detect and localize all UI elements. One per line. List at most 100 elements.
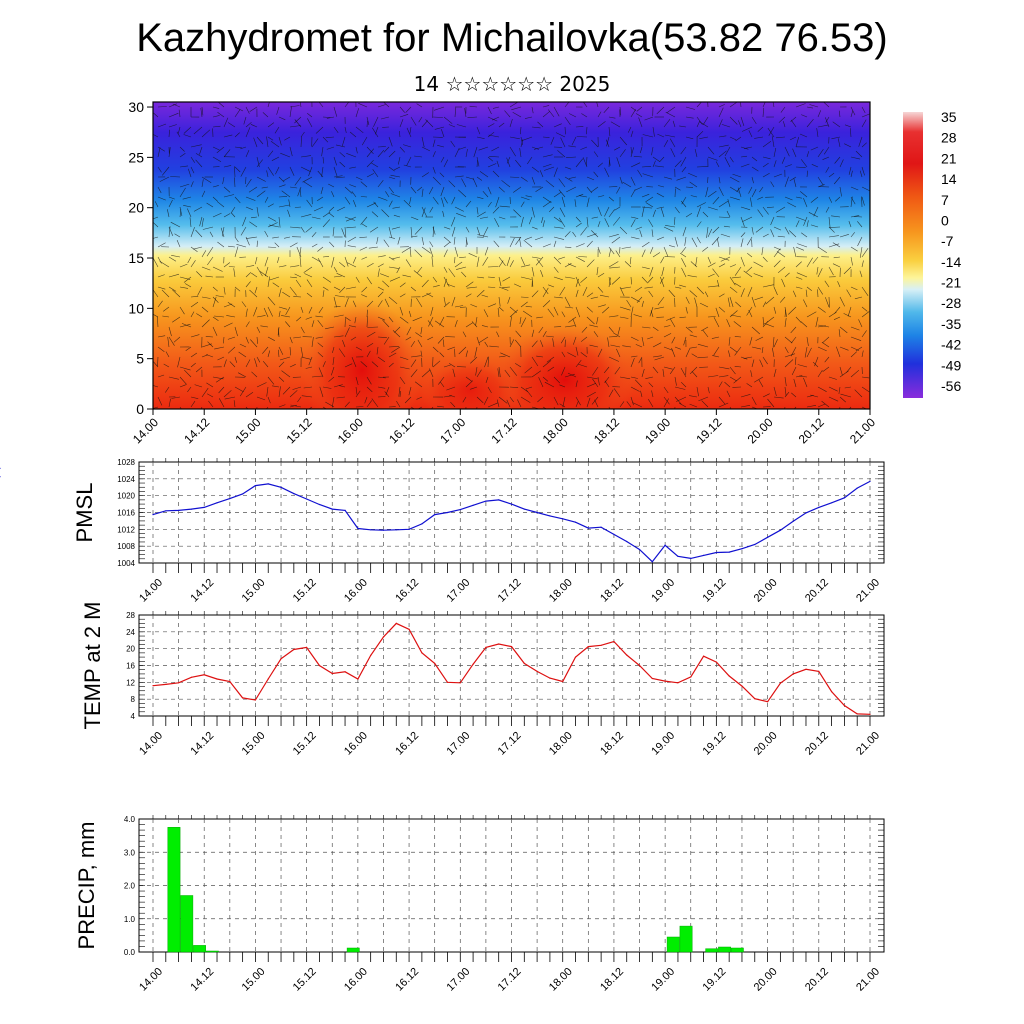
wind-barb xyxy=(170,176,181,178)
wind-barb xyxy=(857,236,863,247)
wind-barb xyxy=(165,386,170,393)
wind-barb xyxy=(652,355,662,358)
wind-barb xyxy=(705,186,709,198)
wind-barb xyxy=(808,212,819,218)
wind-barb xyxy=(850,110,854,118)
wind-barb xyxy=(580,226,588,236)
wind-barb xyxy=(465,200,472,208)
wind-barb xyxy=(642,173,654,178)
wind-barb xyxy=(248,186,258,193)
wind-barb xyxy=(641,266,650,270)
wind-barb xyxy=(417,186,423,192)
wind-barb xyxy=(689,290,698,298)
wind-barb xyxy=(546,356,555,363)
wind-barb xyxy=(361,223,368,228)
wind-barb xyxy=(465,226,470,233)
wind-barb xyxy=(487,123,495,128)
wind-barb xyxy=(564,373,575,378)
wind-barb xyxy=(828,266,834,276)
wind-barb xyxy=(784,176,789,188)
wind-barb xyxy=(663,333,672,338)
wind-barb xyxy=(548,206,555,213)
wind-barb xyxy=(190,260,196,268)
wind-barb xyxy=(446,386,456,391)
wind-barb xyxy=(843,266,852,275)
wind-barb xyxy=(730,314,742,318)
wind-barb xyxy=(223,286,226,295)
wind-barb xyxy=(828,226,835,233)
wind-barb xyxy=(344,196,351,205)
wind-barb xyxy=(212,156,222,163)
wind-barb xyxy=(256,356,261,363)
colorbar-label: 7 xyxy=(941,192,949,208)
wind-barb xyxy=(264,230,269,238)
wind-barb xyxy=(300,346,304,358)
wind-barb xyxy=(520,386,528,393)
wind-barb xyxy=(685,136,694,140)
wind-barb xyxy=(603,366,610,374)
wind-barb xyxy=(361,286,368,293)
wind-barb xyxy=(479,216,489,219)
wind-barb xyxy=(264,196,269,203)
wind-barb xyxy=(784,376,787,387)
x-tick-label: 19.12 xyxy=(701,577,729,605)
wind-barb xyxy=(727,199,731,208)
wind-barb xyxy=(377,356,386,363)
data-point xyxy=(203,674,205,676)
wind-barb xyxy=(696,130,704,138)
wind-barb xyxy=(663,396,670,405)
wind-barb xyxy=(594,399,599,408)
wind-barb xyxy=(372,169,379,178)
wind-barb xyxy=(762,284,774,288)
wind-barb xyxy=(850,186,859,191)
wind-barb xyxy=(733,321,742,328)
wind-barb xyxy=(531,329,535,338)
wind-barb xyxy=(487,386,492,394)
wind-barb xyxy=(627,126,632,133)
wind-barb xyxy=(223,213,231,218)
wind-barb xyxy=(283,176,291,182)
wind-barb xyxy=(593,171,599,178)
data-point xyxy=(831,691,833,693)
wind-barb xyxy=(535,186,544,193)
wind-barb xyxy=(758,379,764,388)
wind-barbs xyxy=(153,102,870,409)
wind-barb xyxy=(414,381,423,388)
wind-barb xyxy=(824,356,830,363)
wind-barb xyxy=(728,336,731,346)
wind-barb xyxy=(353,199,357,208)
x-tick-label: 14.00 xyxy=(137,730,165,758)
x-tick-label: 14.12 xyxy=(188,966,216,994)
wind-barb xyxy=(317,170,324,178)
wind-barb xyxy=(793,378,797,388)
wind-barb xyxy=(306,292,313,298)
wind-barb xyxy=(417,266,423,273)
wind-barb xyxy=(417,406,423,409)
wind-barb xyxy=(168,147,171,158)
data-point xyxy=(229,680,231,683)
wind-barb xyxy=(773,368,777,378)
wind-barb xyxy=(683,336,687,346)
wind-barb xyxy=(509,339,515,348)
wind-barb xyxy=(179,286,189,289)
data-point xyxy=(626,540,628,543)
wind-barb xyxy=(729,346,738,353)
wind-barb xyxy=(773,386,777,396)
wind-barb xyxy=(399,106,406,113)
wind-barb xyxy=(398,156,401,165)
wind-barb xyxy=(531,146,540,150)
data-point xyxy=(651,677,653,680)
wind-barb xyxy=(226,315,236,318)
wind-barb xyxy=(236,244,247,248)
wind-barb xyxy=(212,326,218,336)
wind-barb xyxy=(636,106,643,112)
wind-barb xyxy=(630,147,634,158)
wind-barb xyxy=(566,156,577,158)
wind-barb xyxy=(366,376,372,385)
wind-barb xyxy=(465,350,468,358)
wind-barb xyxy=(446,283,456,288)
wind-barb xyxy=(405,336,412,341)
wind-barb xyxy=(329,241,335,248)
wind-barb xyxy=(608,196,614,202)
wind-barb xyxy=(313,206,324,212)
